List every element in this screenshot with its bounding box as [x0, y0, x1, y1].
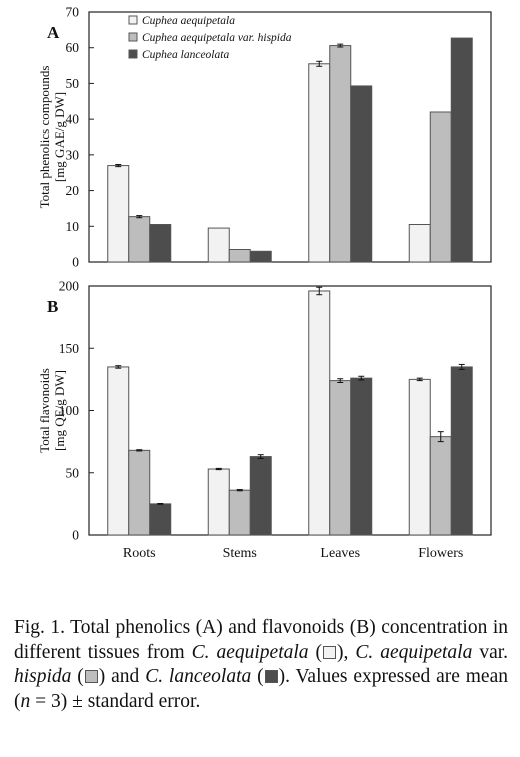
caption-species: C. aequipetala [191, 641, 309, 663]
bar [228, 249, 251, 263]
caption-variety: hispida [14, 666, 72, 687]
swatch-hispida [84, 670, 98, 683]
bar [249, 250, 272, 263]
bar [329, 45, 352, 263]
bar [228, 489, 251, 536]
swatch-lanceolata [264, 670, 278, 683]
bar [107, 366, 130, 536]
panel-label: A [47, 23, 60, 42]
figure: 0 10 20 30 40 50 60 70 Total phenolics compounds… [37, 5, 492, 561]
legend-entry: Cuphea aequipetala [142, 15, 235, 27]
y-tick-label: 30 [66, 147, 80, 162]
bar [308, 63, 331, 263]
chart-panel-b: 0 50 100 150 200 Total flavonoids [mg QE/g DW]… [37, 279, 492, 561]
bar [207, 468, 230, 536]
caption-species: C. aequipetala [355, 641, 473, 663]
figure-caption: Fig. 1. Total phenolics (A) and flavonoi… [14, 616, 508, 714]
bar [450, 37, 473, 263]
bar [429, 111, 452, 263]
caption-text: ( [251, 666, 264, 687]
y-tick-label: 60 [66, 40, 80, 55]
y-tick-label: 70 [66, 5, 80, 20]
caption-text: = 3) ± standard error. [30, 690, 201, 712]
x-tick-label: Leaves [320, 546, 360, 561]
legend-swatch [128, 32, 138, 42]
bar [408, 224, 431, 263]
y-axis-label: Total flavonoids [37, 368, 52, 453]
y-tick-label: 100 [59, 403, 80, 418]
y-tick-label: 150 [59, 341, 80, 356]
y-tick-label: 40 [66, 112, 80, 127]
chart-panel-a: 0 10 20 30 40 50 60 70 Total phenolics compounds… [37, 5, 492, 270]
bar [149, 503, 172, 536]
bar [350, 377, 373, 536]
y-tick-label: 20 [66, 183, 80, 198]
bar [207, 227, 230, 263]
caption-text: ( [71, 666, 84, 687]
legend-swatch [128, 15, 138, 25]
bar [249, 456, 272, 536]
y-tick-label: 50 [66, 76, 80, 91]
legend-entry: Cuphea lanceolata [142, 49, 229, 61]
bar [128, 216, 151, 263]
legend-swatch [128, 49, 138, 59]
caption-text: ) and [98, 666, 146, 687]
plot-frame [88, 11, 492, 263]
bar [107, 165, 130, 263]
bar [429, 436, 452, 536]
legend-entry: Cuphea aequipetala var. hispida [142, 32, 292, 44]
y-axis-label: Total phenolics compounds [37, 66, 52, 209]
bar [350, 85, 373, 263]
y-tick-label: 200 [59, 279, 80, 294]
swatch-aequipetala [323, 645, 337, 659]
caption-text: ), [337, 641, 356, 663]
caption-text: var. [472, 641, 509, 663]
bar [408, 378, 431, 536]
x-tick-label: Stems [223, 546, 257, 561]
y-tick-label: 0 [72, 255, 79, 270]
caption-text: Fig. 1. Total phenolics (A) and flavonoi… [14, 617, 508, 663]
y-tick-label: 10 [66, 219, 80, 234]
y-tick-label: 0 [72, 528, 79, 543]
bar [329, 380, 352, 536]
caption-species: C. lanceolata [145, 666, 252, 687]
bar [308, 290, 331, 536]
bar [450, 366, 473, 536]
x-tick-label: Roots [123, 546, 156, 561]
panel-label: B [47, 297, 58, 316]
y-tick-label: 50 [66, 465, 80, 480]
bar [149, 224, 172, 263]
y-axis-label: [mg QE/g DW] [52, 370, 67, 451]
caption-text: ( [308, 641, 323, 663]
caption-text: ). Values expressed are mean ( [14, 666, 508, 712]
bar [128, 449, 151, 536]
caption-n: n [20, 690, 31, 712]
y-axis-label: [mg GAE/g DW] [52, 92, 67, 182]
x-tick-label: Flowers [418, 546, 463, 561]
